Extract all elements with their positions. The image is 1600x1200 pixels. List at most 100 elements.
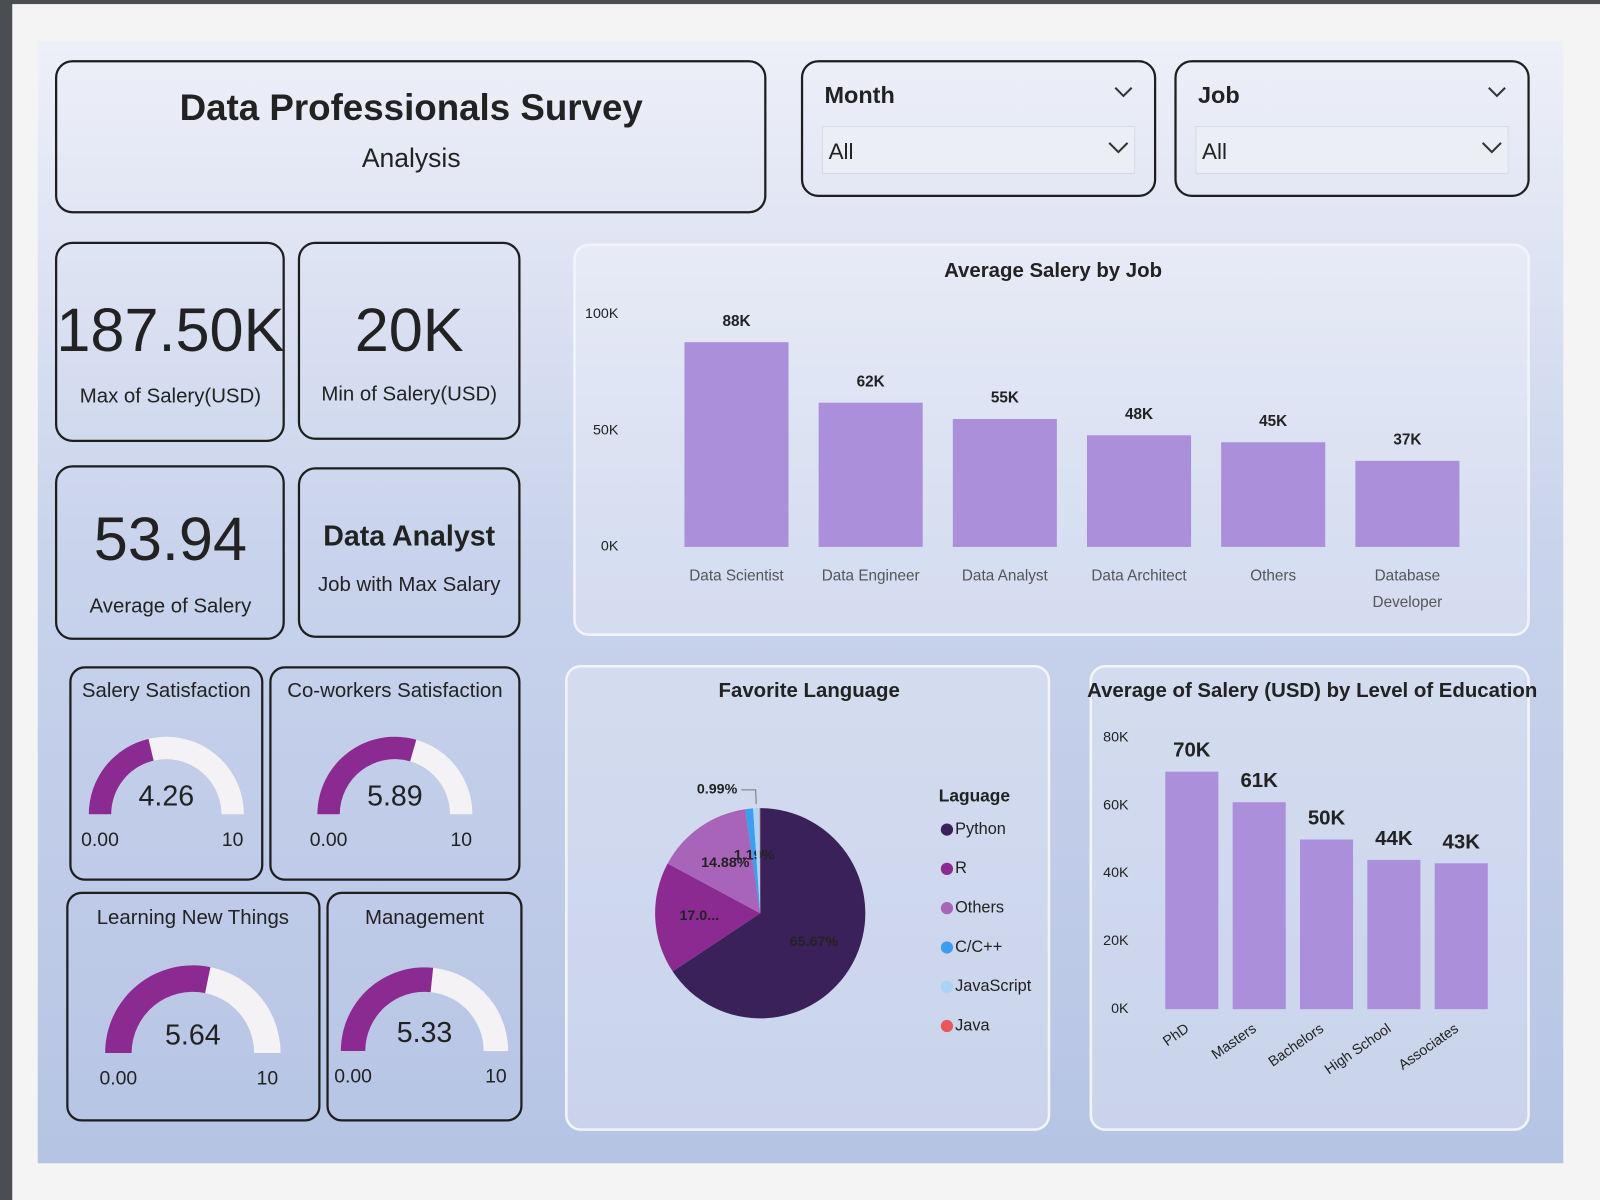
legend-swatch bbox=[940, 980, 954, 993]
gauge-value: 5.89 bbox=[367, 781, 423, 813]
x-tick-label-box: Data Engineer bbox=[822, 567, 920, 584]
legend-swatch bbox=[940, 941, 954, 954]
y-tick-label: 100K bbox=[585, 306, 619, 322]
value-label: 37K bbox=[1393, 431, 1421, 448]
frame-left bbox=[0, 0, 13, 1200]
x-tick-label: Data Scientist bbox=[689, 567, 784, 585]
chart-title: Average Salery by Job bbox=[944, 260, 1162, 282]
gauge-min: 0.00 bbox=[334, 1066, 372, 1088]
chevron bbox=[1108, 142, 1129, 154]
dropdown[interactable] bbox=[821, 126, 1136, 174]
legend-swatch bbox=[940, 1019, 954, 1033]
pie-slice bbox=[753, 808, 761, 914]
value-label: 43K bbox=[1443, 831, 1481, 853]
kpi-card bbox=[55, 241, 285, 442]
legend-label: Others bbox=[955, 898, 1004, 916]
legend-label: JavaScript bbox=[955, 977, 1032, 995]
bar bbox=[1434, 863, 1488, 1010]
kpi-label: Max of Salery(USD) bbox=[80, 385, 261, 407]
value-label: 48K bbox=[1125, 406, 1153, 423]
x-tick-label: Others bbox=[1250, 567, 1297, 585]
gauge-max: 10 bbox=[222, 829, 244, 851]
value-label: 45K bbox=[1259, 413, 1287, 430]
filter-month[interactable]: Month All bbox=[800, 60, 1157, 198]
data-label: 1.19% bbox=[734, 848, 775, 864]
data-label: 65.67% bbox=[790, 934, 839, 950]
value-label: 44K bbox=[1375, 828, 1413, 850]
pie-slice bbox=[672, 808, 866, 1019]
legend-label: Java bbox=[955, 1016, 990, 1034]
y-tick-label: 0K bbox=[1111, 1001, 1129, 1017]
x-tick-label: Database Developer bbox=[1372, 567, 1443, 612]
value-label: 70K bbox=[1173, 740, 1211, 762]
bar bbox=[1165, 771, 1219, 1010]
gauge-value: 5.33 bbox=[397, 1017, 453, 1049]
kpi-value: 53.94 bbox=[94, 505, 247, 573]
pie-slice bbox=[655, 863, 761, 972]
gauge-title: Learning New Things bbox=[97, 907, 289, 929]
filter-job[interactable]: Job All bbox=[1174, 60, 1530, 198]
gauge-max: 10 bbox=[450, 829, 472, 851]
x-tick-label-box: Others bbox=[1250, 567, 1297, 585]
filter-card bbox=[800, 60, 1157, 198]
kpi-value: Data Analyst bbox=[323, 520, 495, 552]
header-card bbox=[55, 60, 767, 214]
x-tick-label-box: Data Architect bbox=[1091, 567, 1187, 585]
pie-slice bbox=[667, 809, 761, 914]
chart-title: Favorite Language bbox=[719, 680, 900, 702]
kpi-card bbox=[297, 241, 521, 440]
gauge-min: 0.00 bbox=[81, 829, 119, 851]
bar bbox=[684, 342, 789, 547]
gauge-min: 0.00 bbox=[100, 1068, 138, 1090]
legend-label: Python bbox=[955, 820, 1006, 838]
y-tick-label: 40K bbox=[1103, 865, 1129, 881]
kpi-value: 187.50K bbox=[56, 296, 284, 364]
x-tick-label-box: Database Developer bbox=[1372, 567, 1443, 612]
gauge-max: 10 bbox=[485, 1066, 507, 1088]
y-tick-label: 80K bbox=[1103, 730, 1129, 746]
kpi-label: Average of Salery bbox=[90, 596, 253, 618]
filter-label: Job bbox=[1198, 82, 1240, 108]
data-label: 17.0... bbox=[679, 908, 719, 924]
value-label: 62K bbox=[857, 373, 885, 390]
kpi-label: Job with Max Salary bbox=[318, 574, 501, 596]
data-label: 14.88% bbox=[701, 855, 750, 871]
gauge-card bbox=[69, 666, 264, 881]
value-label: 88K bbox=[722, 313, 750, 330]
filter-label: Month bbox=[824, 82, 894, 108]
kpi-label: Min of Salery(USD) bbox=[321, 383, 497, 405]
y-tick-label: 60K bbox=[1103, 797, 1129, 813]
bar bbox=[1367, 859, 1421, 1010]
x-tick-label: Data Architect bbox=[1091, 567, 1187, 585]
x-tick-label-box: Data Analyst bbox=[961, 567, 1048, 585]
legend-label: C/C++ bbox=[955, 938, 1002, 956]
gauge-title: Management bbox=[365, 907, 484, 929]
dashboard-subtitle: Analysis bbox=[362, 143, 461, 173]
dropdown[interactable] bbox=[1195, 126, 1509, 174]
kpi-card bbox=[55, 465, 285, 640]
frame-top bbox=[0, 0, 1600, 5]
gauge-fill bbox=[317, 736, 417, 815]
filter-card bbox=[1174, 60, 1530, 198]
gauge-card bbox=[269, 666, 521, 881]
y-tick-label: 50K bbox=[593, 422, 619, 438]
legend-swatch bbox=[940, 862, 954, 875]
gauge-card bbox=[66, 891, 321, 1122]
gauge-value: 4.26 bbox=[139, 781, 195, 813]
value-label: 61K bbox=[1240, 770, 1278, 792]
dashboard-title: Data Professionals Survey bbox=[180, 87, 644, 128]
chart-title: Average of Salery (USD) by Level of Educ… bbox=[1087, 680, 1537, 702]
x-tick-label-box: Data Scientist bbox=[689, 567, 784, 585]
chevron bbox=[1114, 87, 1133, 98]
gauge-card bbox=[326, 891, 523, 1122]
kpi-card bbox=[297, 467, 521, 638]
x-tick-label: Data Analyst bbox=[961, 567, 1048, 585]
gauge-max: 10 bbox=[257, 1068, 279, 1090]
legend-label: R bbox=[955, 859, 967, 877]
bar bbox=[1300, 839, 1354, 1010]
legend-swatch bbox=[940, 823, 954, 836]
filter-selection: All bbox=[1202, 139, 1227, 164]
bar bbox=[952, 418, 1057, 547]
kpi-value: 20K bbox=[355, 296, 464, 364]
